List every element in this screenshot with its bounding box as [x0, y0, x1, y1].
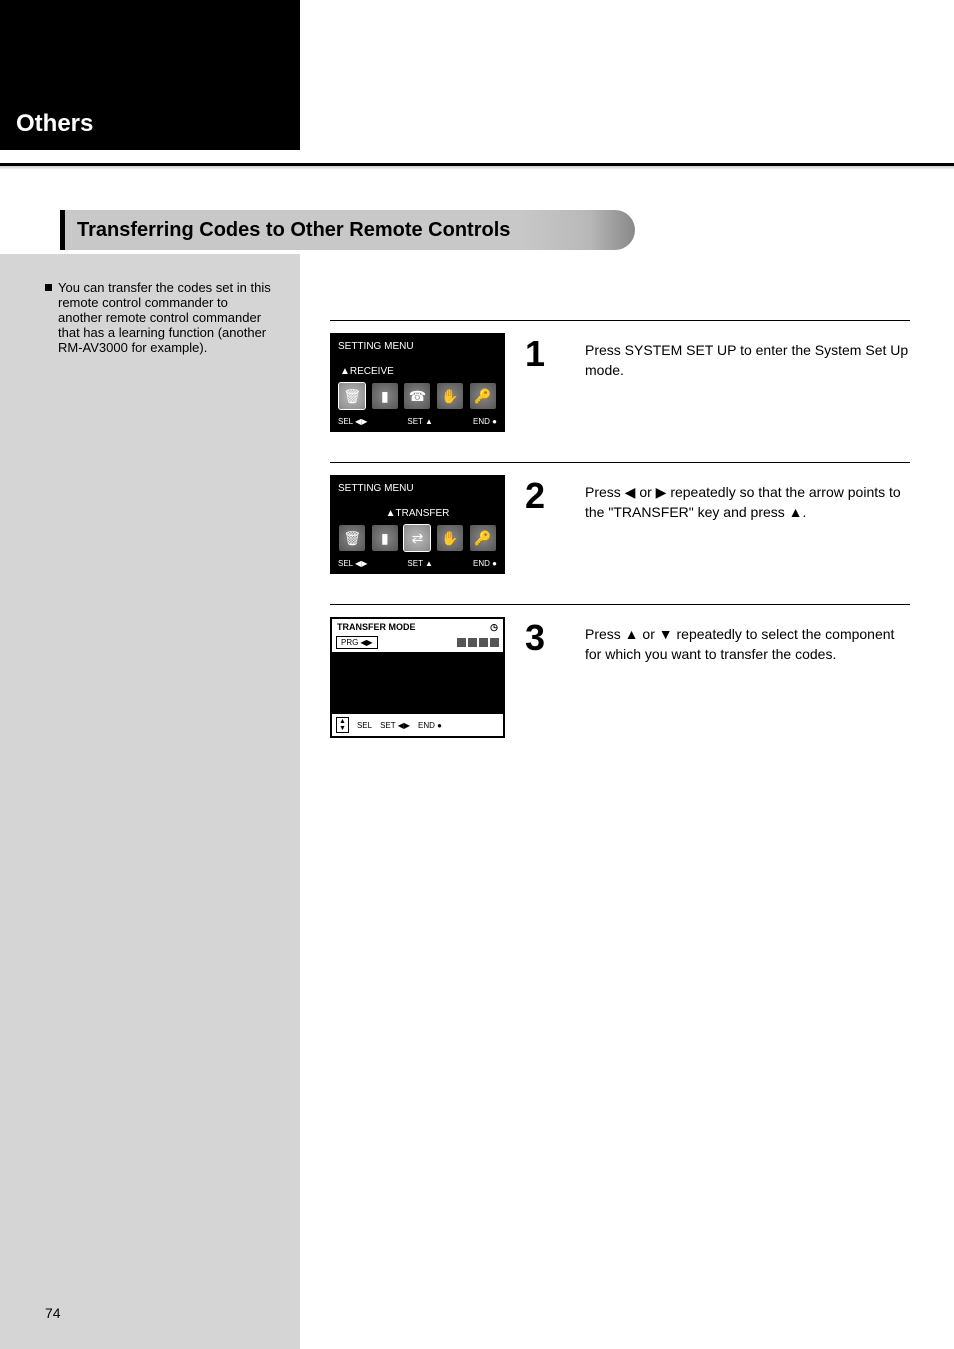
lcd-label-over: ▲RECEIVE — [340, 366, 394, 377]
bullet-square-icon — [45, 284, 52, 291]
horizontal-rule — [0, 163, 954, 170]
hand-icon: ✋ — [437, 525, 463, 551]
lcd3-footer-sel: SEL — [357, 721, 372, 730]
prg-box: PRG ◀▶ — [336, 636, 378, 649]
page-number: 74 — [45, 1305, 61, 1321]
lcd-screenshot: TRANSFER MODE ◷ PRG ◀▶ ▲▼ SEL S — [330, 617, 505, 738]
mini-icon — [479, 638, 488, 647]
mini-icon — [457, 638, 466, 647]
step-text: Press ▲ or ▼ repeatedly to select the co… — [585, 625, 910, 664]
grey-sidebar — [0, 254, 300, 1349]
trash-icon: 🗑 — [339, 383, 365, 409]
steps-container: SETTING MENU ▲RECEIVE 🗑 ▮ ☎ ✋ 🔑 SEL ◀▶ S… — [330, 320, 910, 762]
lcd-title: SETTING MENU — [332, 335, 503, 362]
side-tab-heading: Others — [16, 110, 93, 138]
step-row: SETTING MENU ▲RECEIVE 🗑 ▮ ☎ ✋ 🔑 SEL ◀▶ S… — [330, 320, 910, 438]
intro-text: You can transfer the codes set in this r… — [58, 280, 275, 355]
transfer-icon: ⇄ — [404, 525, 430, 551]
step-row: SETTING MENU ▲TRANSFER 🗑 ▮ ⇄ ✋ 🔑 SEL ◀▶ … — [330, 462, 910, 580]
lcd-footer-end: END ● — [473, 417, 497, 426]
key-icon: 🔑 — [470, 525, 496, 551]
mini-icon — [490, 638, 499, 647]
step-number: 2 — [525, 475, 565, 580]
lcd3-title: TRANSFER MODE — [337, 622, 416, 633]
clock-icon: ◷ — [490, 622, 498, 633]
phone-icon: ☎ — [404, 383, 430, 409]
step-number: 1 — [525, 333, 565, 438]
lcd3-footer-end: END ● — [418, 721, 442, 730]
step-number: 3 — [525, 617, 565, 738]
key-icon: 🔑 — [470, 383, 496, 409]
lcd-footer-end: END ● — [473, 559, 497, 568]
lcd-screenshot: SETTING MENU ▲RECEIVE 🗑 ▮ ☎ ✋ 🔑 SEL ◀▶ S… — [330, 333, 505, 432]
step-text: Press SYSTEM SET UP to enter the System … — [585, 341, 910, 380]
lcd-footer-set: SET ▲ — [407, 559, 433, 568]
side-tab: Others — [0, 0, 300, 150]
step-text: Press ◀ or ▶ repeatedly so that the arro… — [585, 483, 910, 522]
lcd3-footer-set: SET ◀▶ — [380, 721, 410, 730]
lcd-screenshot: SETTING MENU ▲TRANSFER 🗑 ▮ ⇄ ✋ 🔑 SEL ◀▶ … — [330, 475, 505, 574]
step-row: TRANSFER MODE ◷ PRG ◀▶ ▲▼ SEL S — [330, 604, 910, 738]
lcd-footer-set: SET ▲ — [407, 417, 433, 426]
lcd-label-over: ▲TRANSFER — [386, 508, 450, 519]
remote-icon: ▮ — [372, 383, 398, 409]
trash-icon: 🗑 — [339, 525, 365, 551]
section-title: Transferring Codes to Other Remote Contr… — [77, 219, 510, 242]
mini-icon — [468, 638, 477, 647]
intro-bullet: You can transfer the codes set in this r… — [45, 280, 275, 355]
updown-icon: ▲▼ — [336, 717, 349, 733]
lcd-title: SETTING MENU — [332, 477, 503, 504]
lcd-footer-sel: SEL ◀▶ — [338, 559, 367, 568]
remote-icon: ▮ — [372, 525, 398, 551]
hand-icon: ✋ — [437, 383, 463, 409]
lcd-footer-sel: SEL ◀▶ — [338, 417, 367, 426]
section-header: Transferring Codes to Other Remote Contr… — [65, 210, 635, 250]
